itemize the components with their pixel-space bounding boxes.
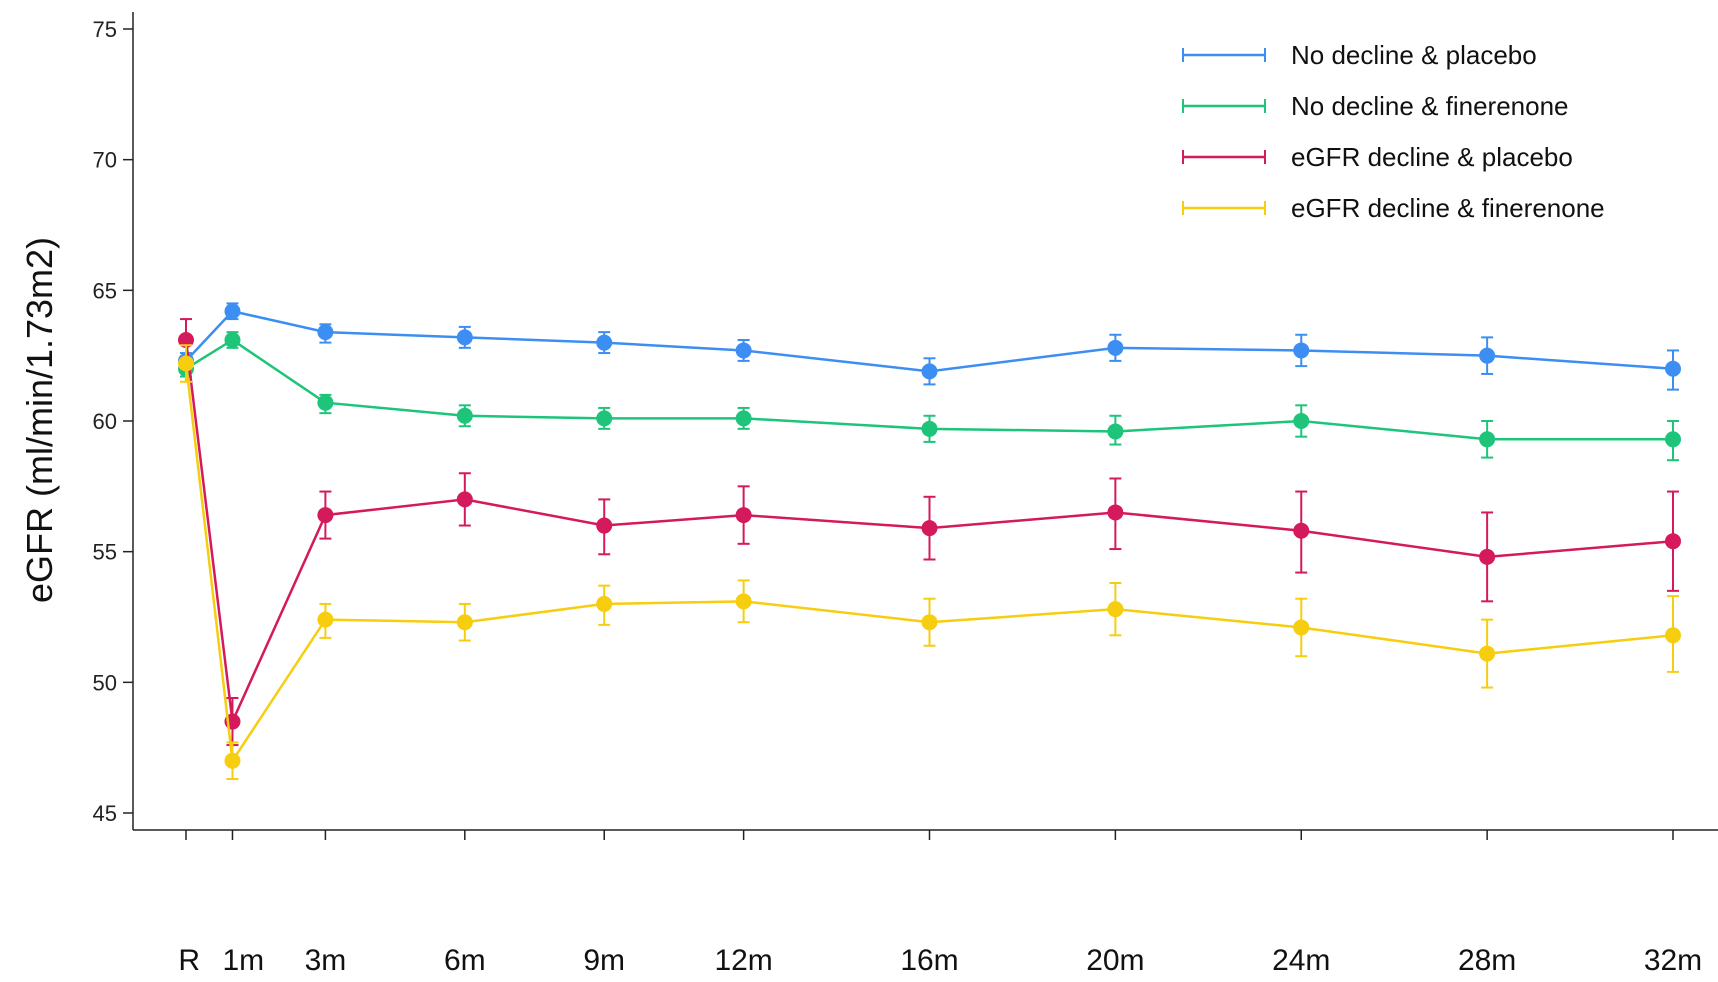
plot-series [178, 302, 1681, 781]
data-point [1479, 645, 1496, 662]
data-point [317, 394, 334, 411]
x-tick-label: 3m [305, 944, 347, 977]
y-ticks: 45 50 55 60 65 70 75 [93, 17, 133, 826]
data-point [1107, 423, 1124, 440]
x-tick-label: 6m [444, 944, 486, 977]
x-tick-label: 28m [1458, 944, 1516, 977]
data-point [178, 355, 194, 372]
data-point [178, 331, 194, 348]
y-axis: 45 50 55 60 65 70 75 eGFR (ml/min/1.73m2) [19, 12, 134, 830]
data-point [224, 331, 241, 348]
data-point [224, 752, 241, 769]
data-point [735, 342, 752, 359]
data-point [1107, 601, 1124, 618]
data-point [1293, 342, 1310, 359]
y-axis-title: eGFR (ml/min/1.73m2) [19, 237, 60, 603]
data-point [735, 410, 752, 427]
data-point [596, 595, 613, 612]
x-tick-label: 12m [714, 944, 772, 977]
data-point [224, 303, 241, 320]
x-tick-label: 32m [1644, 944, 1702, 977]
legend-label: eGFR decline & placebo [1291, 142, 1573, 172]
y-tick-label: 50 [93, 670, 117, 695]
data-point [1479, 347, 1496, 364]
data-point [317, 324, 334, 341]
data-point [317, 611, 334, 628]
data-point [1479, 431, 1496, 448]
data-point [1293, 619, 1310, 636]
x-tick-label: 20m [1086, 944, 1144, 977]
data-point [735, 507, 752, 524]
data-point [456, 491, 473, 508]
data-point [456, 329, 473, 346]
y-tick-label: 75 [93, 17, 117, 42]
data-point [1107, 504, 1124, 521]
legend-label: No decline & finerenone [1291, 91, 1569, 121]
series-2 [178, 331, 1681, 462]
series-4 [178, 344, 1681, 781]
data-point [456, 614, 473, 631]
data-point [921, 614, 938, 631]
y-tick-label: 60 [93, 409, 117, 434]
series-1 [178, 302, 1681, 391]
legend-item: eGFR decline & finerenone [1182, 193, 1605, 223]
data-point [1665, 533, 1681, 550]
data-point [1293, 522, 1310, 539]
data-point [1665, 431, 1681, 448]
y-tick-label: 55 [93, 540, 117, 565]
data-point [1665, 627, 1681, 644]
data-point [1107, 339, 1124, 356]
legend-item: eGFR decline & placebo [1182, 142, 1573, 172]
x-tick-label: 1m [222, 944, 264, 977]
legend-item: No decline & placebo [1182, 40, 1537, 70]
x-tick-label: 16m [900, 944, 958, 977]
data-point [921, 363, 938, 380]
y-tick-label: 45 [93, 801, 117, 826]
data-point [921, 520, 938, 537]
data-point [596, 334, 613, 351]
x-tick-label: R [178, 944, 200, 977]
y-tick-label: 70 [93, 148, 117, 173]
x-axis: R 1m 3m 6m 9m 12m 16m 20m 24m 28m 32m [133, 829, 1718, 977]
data-point [735, 593, 752, 610]
data-point [921, 420, 938, 437]
data-point [456, 407, 473, 424]
x-tick-label: 9m [583, 944, 625, 977]
series-3 [178, 318, 1681, 747]
legend-item: No decline & finerenone [1182, 91, 1569, 121]
legend-label: No decline & placebo [1291, 40, 1537, 70]
x-ticks: R 1m 3m 6m 9m 12m 16m 20m 24m 28m 32m [178, 830, 1702, 977]
legend: No decline & placebo No decline & fineren… [1182, 40, 1605, 223]
data-point [596, 410, 613, 427]
data-point [1479, 548, 1496, 565]
data-point [1293, 413, 1310, 429]
data-point [317, 507, 334, 524]
data-point [596, 517, 613, 534]
legend-label: eGFR decline & finerenone [1291, 193, 1605, 223]
y-tick-label: 65 [93, 278, 117, 303]
x-tick-label: 24m [1272, 944, 1330, 977]
data-point [1665, 360, 1681, 377]
